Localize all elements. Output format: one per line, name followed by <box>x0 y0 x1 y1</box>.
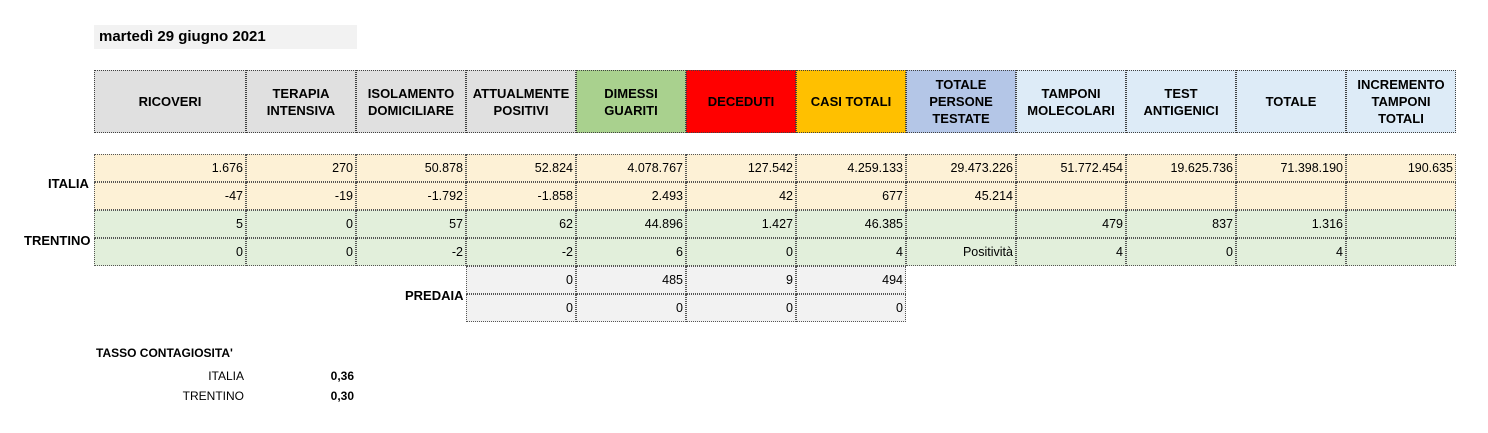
cell: 52.824 <box>466 154 576 182</box>
cell: 4 <box>1236 238 1346 266</box>
report-date: martedì 29 giugno 2021 <box>94 25 357 49</box>
cell: 0 <box>94 238 246 266</box>
cell: 4 <box>1016 238 1126 266</box>
tasso-value-italia: 0,36 <box>330 369 354 383</box>
header-7: TOTALE PERSONE TESTATE <box>906 70 1016 133</box>
cell: -19 <box>246 182 356 210</box>
cell: 4.078.767 <box>576 154 686 182</box>
cell: 4 <box>796 238 906 266</box>
cell: 1.676 <box>94 154 246 182</box>
row-label-italia: ITALIA <box>48 176 89 191</box>
cell: 46.385 <box>796 210 906 238</box>
header-9: TEST ANTIGENICI <box>1126 70 1236 133</box>
cell: 29.473.226 <box>906 154 1016 182</box>
tasso-title: TASSO CONTAGIOSITA' <box>96 346 233 360</box>
cell: Positività <box>906 238 1016 266</box>
cell: 44.896 <box>576 210 686 238</box>
cell <box>1236 182 1346 210</box>
cell: 270 <box>246 154 356 182</box>
cell: 4.259.133 <box>796 154 906 182</box>
cell: -1.858 <box>466 182 576 210</box>
cell <box>1346 238 1456 266</box>
cell: 71.398.190 <box>1236 154 1346 182</box>
cell: 0 <box>466 266 576 294</box>
cell: 45.214 <box>906 182 1016 210</box>
cell: 127.542 <box>686 154 796 182</box>
header-3: ATTUALMENTE POSITIVI <box>466 70 576 133</box>
cell: 57 <box>356 210 466 238</box>
header-11: INCREMENTO TAMPONI TOTALI <box>1346 70 1456 133</box>
cell <box>906 210 1016 238</box>
header-0: RICOVERI <box>94 70 246 133</box>
tasso-label-trentino: TRENTINO <box>182 389 244 403</box>
row-label-predaia: PREDAIA <box>405 288 464 303</box>
cell: 1.427 <box>686 210 796 238</box>
header-8: TAMPONI MOLECOLARI <box>1016 70 1126 133</box>
header-6: CASI TOTALI <box>796 70 906 133</box>
cell: 19.625.736 <box>1126 154 1236 182</box>
cell: 837 <box>1126 210 1236 238</box>
cell <box>1346 210 1456 238</box>
cell: 0 <box>576 294 686 322</box>
cell: 42 <box>686 182 796 210</box>
cell: 0 <box>1126 238 1236 266</box>
cell: -1.792 <box>356 182 466 210</box>
header-4: DIMESSI GUARITI <box>576 70 686 133</box>
cell: 6 <box>576 238 686 266</box>
cell: -2 <box>356 238 466 266</box>
cell: 190.635 <box>1346 154 1456 182</box>
header-5: DECEDUTI <box>686 70 796 133</box>
cell: 9 <box>686 266 796 294</box>
cell: 0 <box>466 294 576 322</box>
cell: 677 <box>796 182 906 210</box>
cell: 5 <box>94 210 246 238</box>
header-1: TERAPIA INTENSIVA <box>246 70 356 133</box>
cell: -2 <box>466 238 576 266</box>
cell: 0 <box>246 210 356 238</box>
header-10: TOTALE <box>1236 70 1346 133</box>
cell: 0 <box>796 294 906 322</box>
row-label-trentino: TRENTINO <box>24 233 91 248</box>
cell: 479 <box>1016 210 1126 238</box>
cell: 2.493 <box>576 182 686 210</box>
cell: -47 <box>94 182 246 210</box>
cell: 51.772.454 <box>1016 154 1126 182</box>
cell: 0 <box>686 238 796 266</box>
cell: 50.878 <box>356 154 466 182</box>
cell <box>1016 182 1126 210</box>
header-2: ISOLAMENTO DOMICILIARE <box>356 70 466 133</box>
cell: 0 <box>246 238 356 266</box>
tasso-value-trentino: 0,30 <box>330 389 354 403</box>
cell: 1.316 <box>1236 210 1346 238</box>
cell <box>1126 182 1236 210</box>
cell: 62 <box>466 210 576 238</box>
cell: 485 <box>576 266 686 294</box>
cell: 0 <box>686 294 796 322</box>
cell: 494 <box>796 266 906 294</box>
tasso-label-italia: ITALIA <box>208 369 244 383</box>
cell <box>1346 182 1456 210</box>
